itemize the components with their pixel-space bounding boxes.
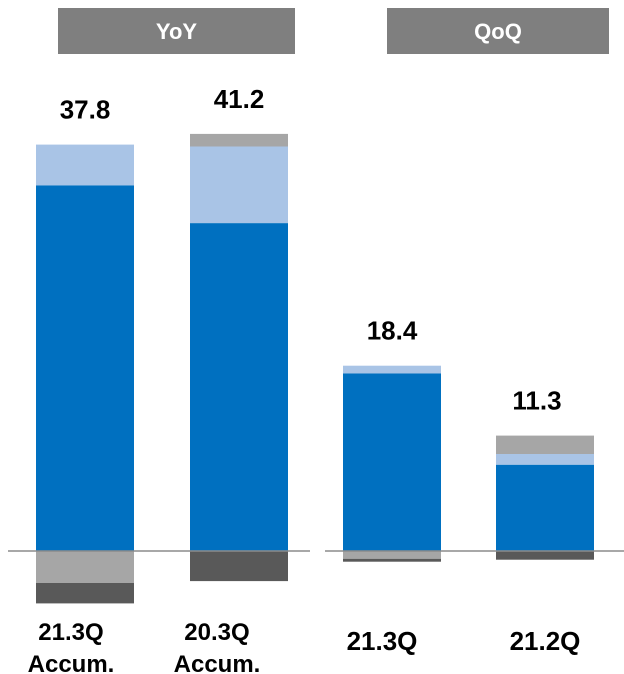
bar-segment-2-2 <box>343 551 441 559</box>
total-labels: 37.8 41.2 18.4 11.3 <box>60 84 562 416</box>
bar-segment-3-3 <box>496 551 594 560</box>
total-label: 18.4 <box>367 316 418 346</box>
bars <box>36 133 594 604</box>
bar-segment-2-1 <box>343 365 441 374</box>
bar-segment-3-0 <box>496 464 594 551</box>
bar-segment-3-1 <box>496 454 594 465</box>
category-label: Accum. <box>174 651 261 674</box>
total-label: 41.2 <box>214 84 265 114</box>
category-label: Accum. <box>28 651 115 674</box>
bar-segment-1-1 <box>190 146 288 224</box>
bar-segment-0-1 <box>36 144 134 186</box>
bar-segment-0-3 <box>36 583 134 604</box>
category-label: 21.3Q <box>38 619 103 646</box>
bar-segment-0-2 <box>36 551 134 583</box>
category-label: 20.3Q <box>184 619 249 646</box>
category-label: 21.3Q <box>347 626 418 656</box>
group-header-qoq <box>387 8 609 54</box>
bar-segment-1-3 <box>190 551 288 582</box>
bar-segment-1-0 <box>190 223 288 551</box>
bar-segment-2-0 <box>343 373 441 551</box>
bar-segment-0-0 <box>36 185 134 552</box>
total-label: 11.3 <box>512 386 561 416</box>
group-header-label: YoY <box>156 19 197 44</box>
category-labels: 21.3Q Accum. 20.3Q Accum. 21.3Q 21.2Q <box>28 619 581 674</box>
group-headers: YoY QoQ <box>58 8 609 54</box>
bar-segment-1-2 <box>190 133 288 147</box>
group-header-label: QoQ <box>474 19 522 44</box>
total-label: 37.8 <box>60 95 111 125</box>
bar-segment-3-2 <box>496 435 594 454</box>
group-header-yoy <box>58 8 295 54</box>
category-label: 21.2Q <box>510 626 581 656</box>
bar-segment-2-3 <box>343 558 441 562</box>
